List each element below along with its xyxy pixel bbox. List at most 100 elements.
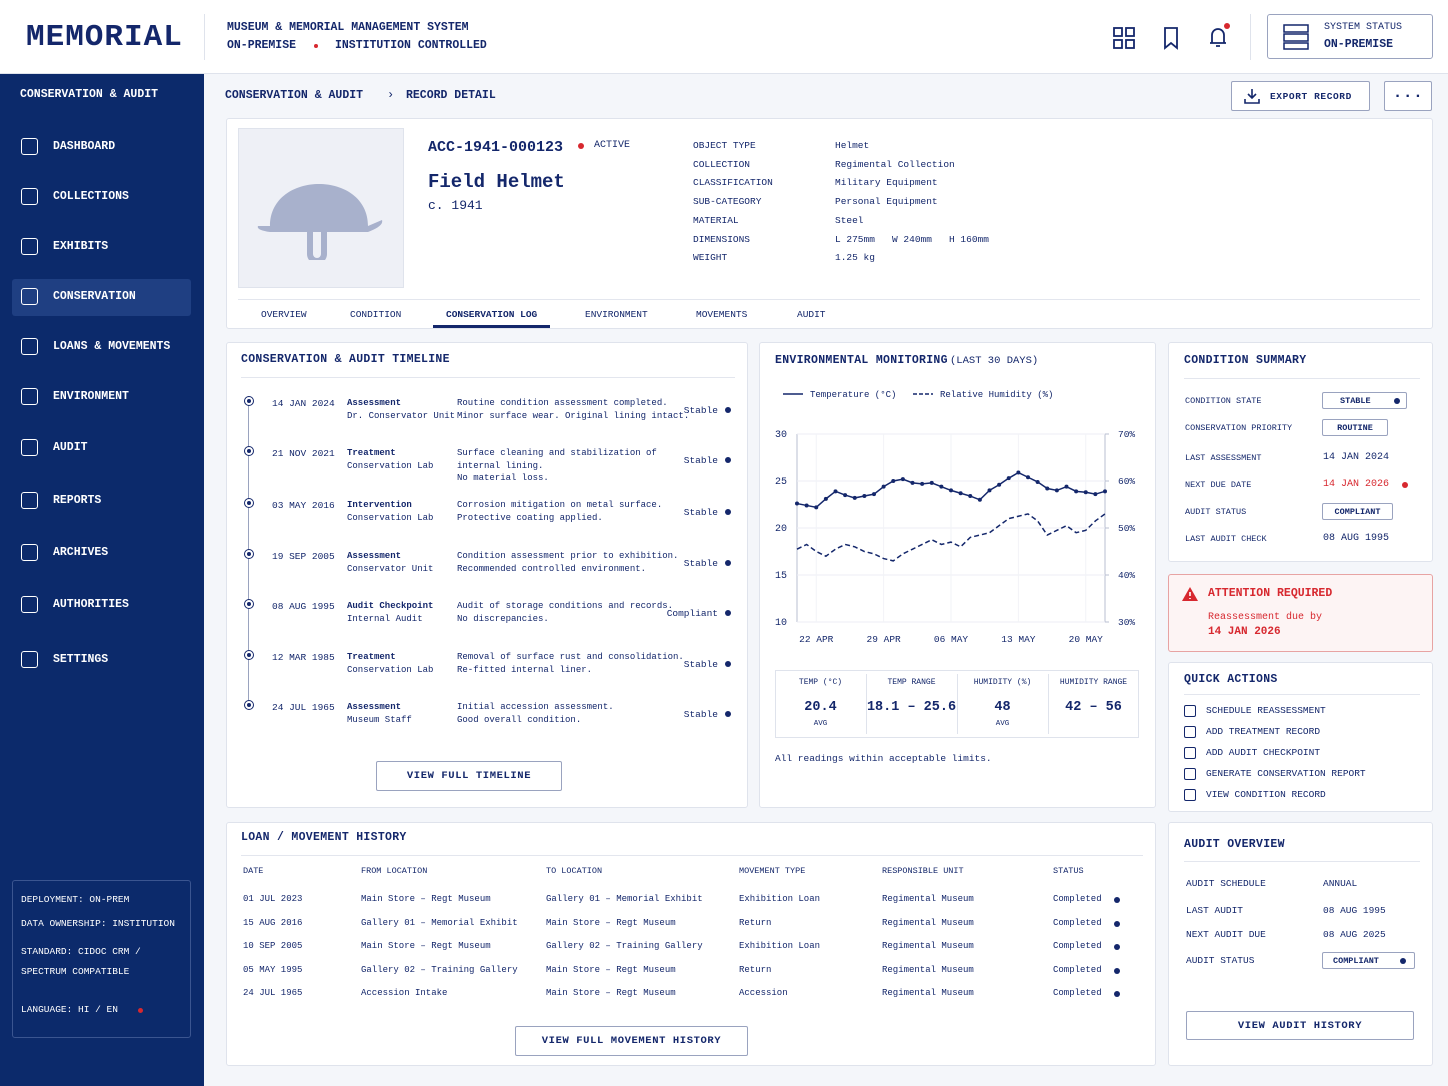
quick-action[interactable]: VIEW CONDITION RECORD [1206, 789, 1326, 800]
system-mode: ON-PREMISE [227, 39, 297, 52]
dot [1394, 398, 1400, 404]
dot [1114, 944, 1120, 950]
dot [138, 1008, 143, 1013]
bell-icon[interactable] [1206, 22, 1232, 50]
record-status: ACTIVE [594, 140, 631, 151]
dot [1114, 921, 1120, 927]
timeline-status: Stable [683, 709, 718, 720]
tab[interactable]: OVERVIEW [261, 309, 307, 320]
y2-tick-label: 70% [1118, 429, 1135, 440]
x-tick-label: 29 APR [867, 634, 902, 645]
sidebar [0, 74, 204, 1086]
timeline-dot [247, 449, 251, 453]
nav-item[interactable]: DASHBOARD [53, 140, 116, 153]
sidebar-section: CONSERVATION & AUDIT [20, 88, 159, 101]
dot [1114, 991, 1120, 997]
more-button[interactable]: ··· [1384, 81, 1432, 111]
nav-item[interactable]: SETTINGS [53, 653, 109, 666]
condition-badge: ROUTINE [1322, 419, 1388, 436]
nav-item[interactable]: COLLECTIONS [53, 190, 129, 203]
timeline-date: 03 MAY 2016 [272, 500, 335, 511]
nav-item[interactable]: EXHIBITS [53, 240, 109, 253]
nav-item[interactable]: AUDIT [53, 441, 88, 454]
table-cell: Completed [1053, 918, 1102, 928]
point [843, 493, 848, 498]
x-tick-label: 20 MAY [1069, 634, 1104, 645]
point [1093, 492, 1098, 497]
point [881, 484, 886, 489]
table-cell: Gallery 02 – Training Gallery [361, 965, 518, 975]
nav-item[interactable]: CONSERVATION [53, 290, 136, 303]
nav-item[interactable]: ARCHIVES [53, 546, 109, 559]
dot [1114, 968, 1120, 974]
field-label: WEIGHT [693, 252, 728, 264]
timeline-status: Stable [683, 507, 718, 518]
dot [725, 560, 731, 566]
table-cell: 15 AUG 2016 [243, 918, 303, 928]
field-label: OBJECT TYPE [693, 140, 756, 151]
nav-item[interactable]: REPORTS [53, 494, 102, 507]
record-name: Field Helmet [428, 171, 565, 193]
audit-label: AUDIT STATUS [1186, 955, 1255, 966]
record-id: ACC-1941-000123 [428, 139, 564, 156]
table-cell: 24 JUL 1965 [243, 988, 303, 998]
table-cell: Completed [1053, 965, 1102, 975]
bookmark-icon[interactable] [1161, 26, 1181, 50]
audit-button[interactable]: VIEW AUDIT HISTORY [1186, 1011, 1414, 1040]
audit-label: NEXT AUDIT DUE [1186, 929, 1266, 940]
timeline-date: 21 NOV 2021 [272, 448, 335, 459]
dot [725, 661, 731, 667]
quick-action[interactable]: ADD TREATMENT RECORD [1206, 726, 1321, 737]
apps-icon[interactable] [1112, 26, 1136, 50]
nav-item[interactable]: ENVIRONMENT [53, 390, 129, 403]
nav-item[interactable]: AUTHORITIES [53, 598, 129, 611]
tab[interactable]: ENVIRONMENT [585, 309, 648, 320]
quick-action[interactable]: SCHEDULE REASSESSMENT [1206, 705, 1326, 716]
card-title: AUDIT OVERVIEW [1184, 838, 1285, 851]
field-value: 1.25 kg [835, 252, 875, 264]
export-button[interactable]: EXPORT RECORD [1231, 81, 1370, 111]
timeline-unit: Conservation Lab [347, 665, 434, 675]
timeline-date: 19 SEP 2005 [272, 551, 335, 562]
quick-action[interactable]: GENERATE CONSERVATION REPORT [1206, 768, 1366, 779]
table-cell: Main Store – Regt Museum [546, 965, 676, 975]
helmet-image [257, 184, 383, 260]
tab[interactable]: MOVEMENTS [696, 309, 748, 320]
stat-value: 48 [994, 700, 1011, 715]
quick-action[interactable]: ADD AUDIT CHECKPOINT [1206, 747, 1321, 758]
audit-label: AUDIT SCHEDULE [1186, 878, 1266, 889]
stat-label: HUMIDITY (%) [973, 678, 1032, 687]
dot [314, 44, 318, 48]
separator [241, 377, 735, 378]
separator [238, 299, 1420, 300]
field-label: MATERIAL [693, 214, 739, 226]
stat-value: 42 – 56 [1065, 700, 1122, 715]
tab[interactable]: AUDIT [797, 309, 826, 320]
point [949, 488, 953, 493]
tab[interactable]: CONSERVATION LOG [446, 309, 538, 320]
timeline-button[interactable]: VIEW FULL TIMELINE [376, 761, 562, 791]
action-icon [1184, 726, 1196, 738]
nav-item[interactable]: LOANS & MOVEMENTS [53, 340, 171, 353]
chart-title: ENVIRONMENTAL MONITORING [775, 354, 948, 367]
status-label: SYSTEM STATUS [1324, 22, 1403, 33]
tab[interactable]: CONDITION [350, 309, 402, 320]
download-icon [1244, 89, 1260, 104]
timeline-date: 12 MAR 1985 [272, 652, 335, 663]
timeline-type: Assessment [347, 702, 402, 712]
table-cell: Completed [1053, 988, 1102, 998]
movement-button[interactable]: VIEW FULL MOVEMENT HISTORY [515, 1026, 748, 1056]
stat-value: 18.1 – 25.6 [866, 700, 957, 715]
timeline-note: Corrosion mitigation on metal surface. [457, 500, 663, 510]
stat-sub: AVG [995, 720, 1010, 728]
condition-label: LAST AUDIT CHECK [1185, 534, 1267, 544]
breadcrumb[interactable]: CONSERVATION & AUDIT [225, 89, 364, 102]
stat-label: HUMIDITY RANGE [1059, 678, 1128, 687]
condition-value: 14 JAN 2024 [1323, 452, 1390, 463]
y-tick-label: 10 [775, 618, 787, 629]
table-cell: Exhibition Loan [739, 941, 821, 951]
table-cell: Accession [739, 988, 788, 998]
point [1083, 490, 1088, 495]
stat-label: TEMP RANGE [887, 678, 936, 687]
